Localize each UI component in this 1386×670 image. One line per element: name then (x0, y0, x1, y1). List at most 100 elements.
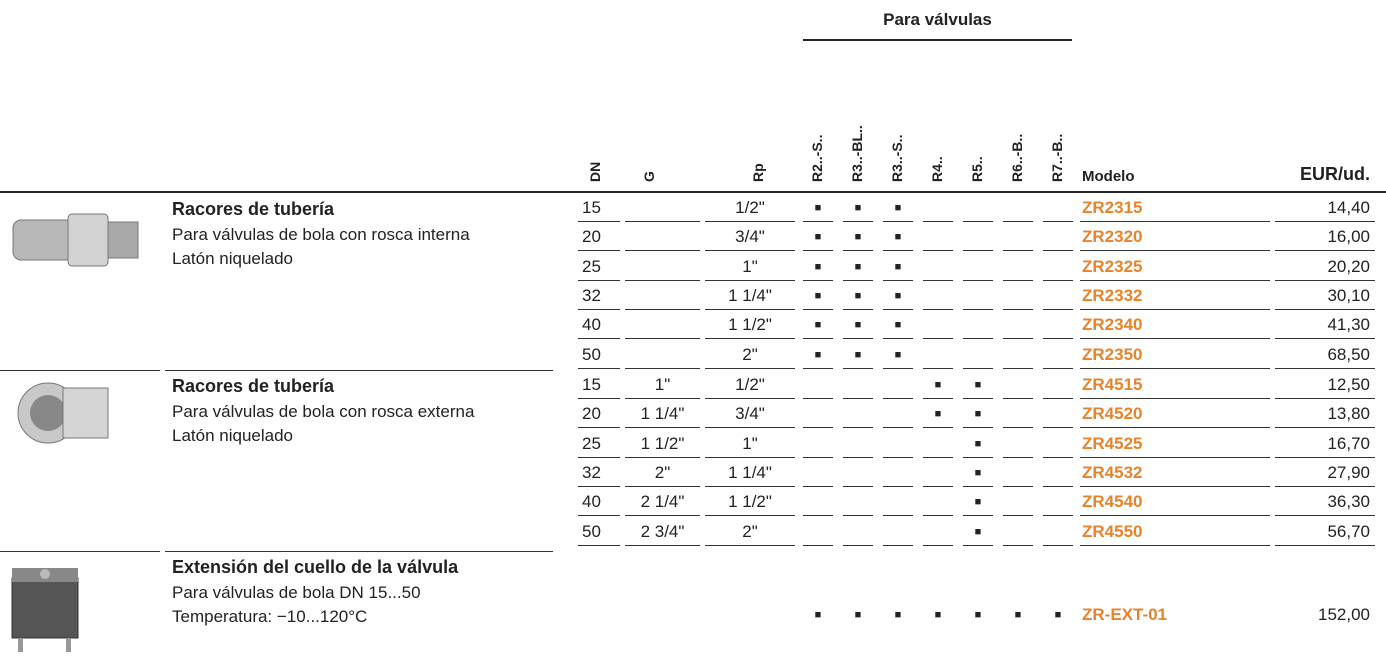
dn-cell: 40 (578, 311, 620, 340)
separator (165, 551, 553, 552)
valve-mark (923, 488, 953, 517)
valve-mark (963, 341, 993, 369)
valve-mark (883, 459, 913, 487)
valve-mark: ■ (894, 609, 902, 621)
dn-cell: 32 (578, 282, 620, 310)
valve-mark (1003, 341, 1033, 369)
price: 27,90 (1275, 459, 1375, 487)
valve-mark (1043, 311, 1073, 340)
product-title: Racores de tubería (172, 376, 335, 396)
model-code: ZR2332 (1080, 282, 1270, 310)
product-desc: Para válvulas de bola con rosca externa (172, 402, 475, 421)
price: 36,30 (1275, 488, 1375, 517)
g-cell: 2 3/4" (625, 518, 700, 546)
valve-mark (1043, 253, 1073, 281)
valve-mark: ■ (803, 194, 833, 222)
g-cell (625, 223, 700, 252)
g-cell (625, 311, 700, 340)
product-title: Extensión del cuello de la válvula (172, 557, 459, 577)
model-code: ZR-EXT-01 (1082, 605, 1168, 624)
valve-mark (803, 518, 833, 546)
rp-cell: 2" (705, 518, 795, 546)
dn-cell: 15 (578, 371, 620, 399)
product-desc: Latón niquelado (172, 426, 294, 445)
valve-mark (1003, 282, 1033, 310)
valve-mark (1003, 371, 1033, 399)
valve-mark (883, 400, 913, 429)
valve-mark (1043, 488, 1073, 517)
valve-mark: ■ (883, 223, 913, 252)
valve-mark (1003, 488, 1033, 517)
valve-mark: ■ (934, 609, 942, 621)
model-code: ZR4540 (1080, 488, 1270, 517)
valve-mark (843, 459, 873, 487)
valve-mark: ■ (843, 194, 873, 222)
valve-mark: ■ (963, 518, 993, 546)
valve-mark (843, 488, 873, 517)
valve-mark (1003, 400, 1033, 429)
valve-mark (1043, 371, 1073, 399)
price: 14,40 (1275, 194, 1375, 222)
valve-mark (1003, 223, 1033, 252)
price: 16,00 (1275, 223, 1375, 252)
header-rule (0, 191, 1386, 193)
column-header: Modelo (1082, 168, 1135, 185)
valve-mark: ■ (963, 488, 993, 517)
column-header: Rp (750, 163, 766, 182)
model-code: ZR4515 (1080, 371, 1270, 399)
rp-cell: 3/4" (705, 223, 795, 252)
valve-mark (803, 400, 833, 429)
column-header: DN (587, 161, 603, 182)
valve-mark (883, 518, 913, 546)
valve-mark (923, 341, 953, 369)
valve-mark: ■ (1054, 609, 1062, 621)
valve-mark: ■ (963, 459, 993, 487)
separator (0, 370, 160, 371)
product-title: Racores de tubería (172, 199, 335, 219)
valve-mark (923, 282, 953, 310)
valve-mark (1003, 459, 1033, 487)
valve-mark: ■ (963, 430, 993, 458)
valve-mark (1043, 459, 1073, 487)
model-code: ZR4525 (1080, 430, 1270, 458)
column-header: EUR/ud. (1300, 164, 1370, 184)
valve-mark (1003, 430, 1033, 458)
valve-mark: ■ (923, 371, 953, 399)
valve-mark: ■ (883, 341, 913, 369)
price: 56,70 (1275, 518, 1375, 546)
column-header: R6..-B.. (1009, 133, 1025, 182)
rp-cell: 2" (705, 341, 795, 369)
model-code: ZR2340 (1080, 311, 1270, 340)
valve-mark (883, 488, 913, 517)
valve-mark: ■ (843, 341, 873, 369)
column-header: G (641, 171, 657, 182)
product-image (12, 213, 139, 267)
dn-cell (578, 601, 620, 629)
rp-cell (705, 601, 795, 629)
rp-cell: 1/2" (705, 371, 795, 399)
valve-mark (963, 223, 993, 252)
valve-mark: ■ (883, 194, 913, 222)
model-code: ZR2325 (1080, 253, 1270, 281)
valve-mark: ■ (843, 223, 873, 252)
valve-mark (1043, 341, 1073, 369)
valve-mark (883, 430, 913, 458)
valve-mark: ■ (963, 400, 993, 429)
g-cell (625, 341, 700, 369)
valve-mark (923, 194, 953, 222)
g-cell: 1 1/4" (625, 400, 700, 429)
valve-mark (843, 518, 873, 546)
product-desc: Para válvulas de bola con rosca interna (172, 225, 470, 244)
separator (0, 551, 160, 552)
valve-mark: ■ (843, 282, 873, 310)
price: 20,20 (1275, 253, 1375, 281)
product-desc: Latón niquelado (172, 249, 294, 268)
dn-cell: 32 (578, 459, 620, 487)
valve-mark (963, 253, 993, 281)
valve-mark: ■ (883, 282, 913, 310)
model-code: ZR4550 (1080, 518, 1270, 546)
price: 30,10 (1275, 282, 1375, 310)
g-cell (625, 253, 700, 281)
valve-mark (1043, 430, 1073, 458)
rp-cell: 1 1/2" (705, 311, 795, 340)
